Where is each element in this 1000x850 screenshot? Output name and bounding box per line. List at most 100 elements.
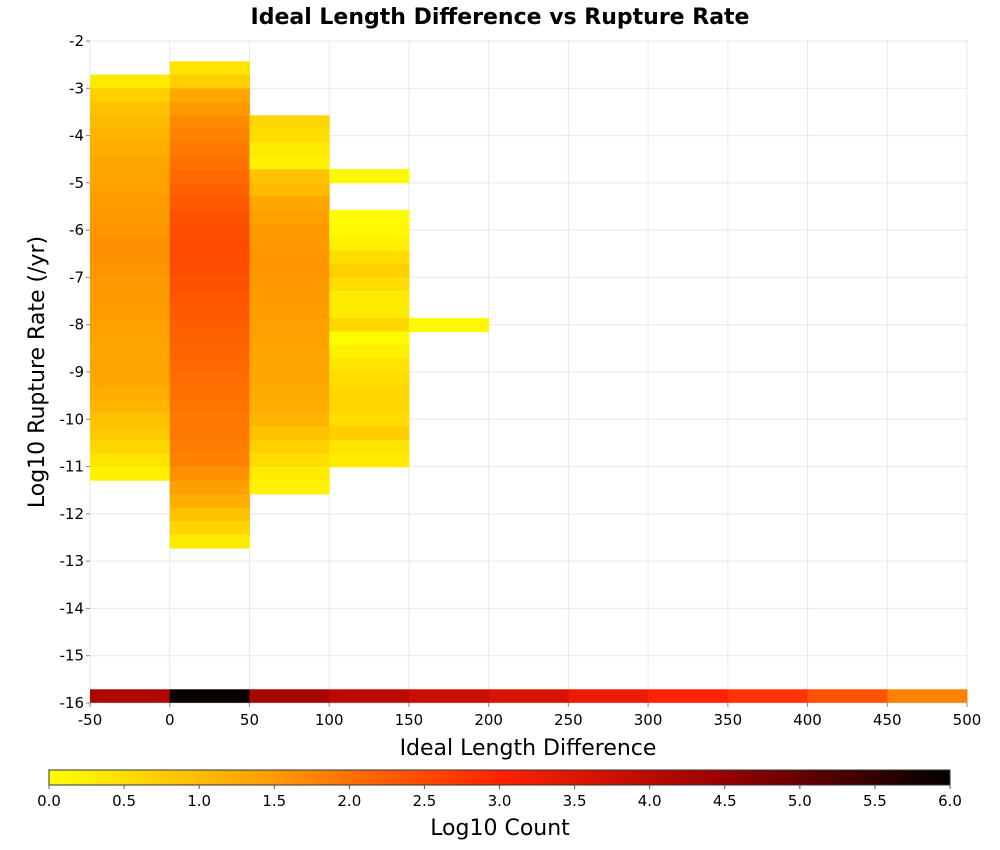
heatmap-cell (169, 277, 250, 292)
colorbar-tick-label: 0.0 (37, 792, 61, 810)
heatmap-cell (169, 385, 250, 400)
x-tick-label: 250 (554, 711, 583, 729)
heatmap-cell (90, 142, 171, 157)
heatmap-cell (169, 142, 250, 157)
heatmap-cell (90, 290, 171, 305)
colorbar-tick-label: 5.0 (788, 792, 812, 810)
heatmap-cell (329, 250, 410, 265)
heatmap-cell (329, 412, 410, 427)
x-tick-label: 300 (634, 711, 663, 729)
heatmap-cell (249, 480, 330, 495)
colorbar-label: Log10 Count (430, 816, 570, 841)
heatmap-cell (169, 237, 250, 252)
x-axis-label: Ideal Length Difference (400, 736, 657, 761)
heatmap-cell (90, 345, 171, 360)
heatmap-cell (329, 317, 410, 333)
colorbar-tick-label: 4.5 (713, 792, 737, 810)
x-tick-label: -50 (78, 711, 103, 729)
heatmap-cell (249, 196, 330, 211)
heatmap-cell (169, 318, 250, 333)
heatmap-cell (249, 466, 330, 481)
heatmap-cell (169, 223, 250, 238)
y-tick-label: -10 (60, 410, 85, 428)
heatmap-cell (249, 169, 330, 184)
heatmap-cell (249, 358, 330, 373)
colorbar-tick-label: 1.0 (187, 792, 211, 810)
heatmap-cell (169, 345, 250, 360)
y-tick-label: -8 (69, 316, 84, 334)
colorbar-tick-label: 5.5 (863, 792, 887, 810)
heatmap-cell (90, 196, 171, 211)
y-axis-label: Log10 Rupture Rate (/yr) (25, 236, 50, 508)
heatmap-cell (169, 250, 250, 265)
heatmap-cell (90, 88, 171, 103)
heatmap-cell (249, 689, 330, 703)
y-tick-label: -3 (69, 79, 84, 97)
heatmap-cell (90, 426, 171, 441)
x-tick-label: 0 (165, 711, 175, 729)
heatmap-cell (169, 291, 250, 306)
heatmap-cell (249, 331, 330, 346)
colorbar-tick-label: 1.5 (262, 792, 286, 810)
heatmap-cell (249, 277, 330, 292)
colorbar-tick-label: 0.5 (112, 792, 136, 810)
heatmap-cell (568, 689, 649, 703)
heatmap-cell (249, 182, 330, 197)
heatmap-cell (249, 304, 330, 319)
y-tick-label: -11 (60, 458, 85, 476)
y-tick-label: -15 (60, 647, 85, 665)
heatmap-cell (249, 345, 330, 360)
heatmap-cell (169, 74, 250, 89)
heatmap-cell (90, 169, 171, 184)
heatmap-cell (329, 236, 410, 251)
heatmap-cell (169, 480, 250, 495)
heatmap-cell (329, 426, 410, 441)
heatmap-cell (329, 689, 410, 703)
colorbar-tick-label: 3.0 (488, 792, 512, 810)
heatmap-cell (169, 183, 250, 198)
heatmap-cell (90, 385, 171, 400)
heatmap-cell (169, 196, 250, 211)
heatmap-cell (329, 453, 410, 468)
heatmap-cell (169, 128, 250, 143)
heatmap-cell (249, 115, 330, 130)
heatmap-cell (249, 372, 330, 387)
x-tick-label: 100 (315, 711, 344, 729)
heatmap-cell (249, 142, 330, 157)
colorbar-ticks: 0.0 0.5 1.0 1.5 2.0 2.5 3.0 3.5 4.0 4.5 5.0 5.5 6.0 (37, 785, 962, 810)
heatmap-cell (329, 304, 410, 319)
heatmap-cell (90, 412, 171, 427)
y-axis-ticks: -2 -3 -4 -5 -6 -7 -8 -9 -10 -11 -12 -13 -14 -15 -16 (60, 32, 90, 712)
heatmap-cell (249, 236, 330, 251)
heatmap-cell (249, 209, 330, 224)
heatmap-cell (169, 399, 250, 414)
colorbar-tick-label: 6.0 (938, 792, 962, 810)
heatmap-cell (169, 426, 250, 441)
heatmap-cell (169, 61, 250, 76)
y-tick-label: -4 (69, 127, 84, 145)
heatmap-cell (90, 331, 171, 346)
heatmap-cell (329, 263, 410, 278)
heatmap-cell (249, 385, 330, 400)
heatmap-cell (169, 372, 250, 387)
heatmap-cell (90, 466, 171, 481)
y-tick-label: -2 (69, 32, 84, 50)
heatmap-cell (169, 534, 250, 549)
y-tick-label: -9 (69, 363, 84, 381)
heatmap-cell (249, 426, 330, 441)
heatmap-cell (329, 399, 410, 414)
heatmap-cell (90, 453, 171, 468)
heatmap-cell (169, 494, 250, 509)
heatmap-cell (648, 689, 729, 703)
heatmap-cell (90, 399, 171, 414)
heatmap-cell (249, 263, 330, 279)
heatmap-cell (249, 223, 330, 238)
heatmap-cell (90, 439, 171, 454)
heatmap-cells (90, 61, 968, 703)
heatmap-cell (329, 290, 410, 305)
y-tick-label: -12 (60, 505, 85, 523)
x-axis-ticks: -50 0 50 100 150 200 250 300 350 400 450 500 (78, 703, 981, 729)
heatmap-cell (249, 250, 330, 265)
heatmap-cell (249, 318, 330, 333)
